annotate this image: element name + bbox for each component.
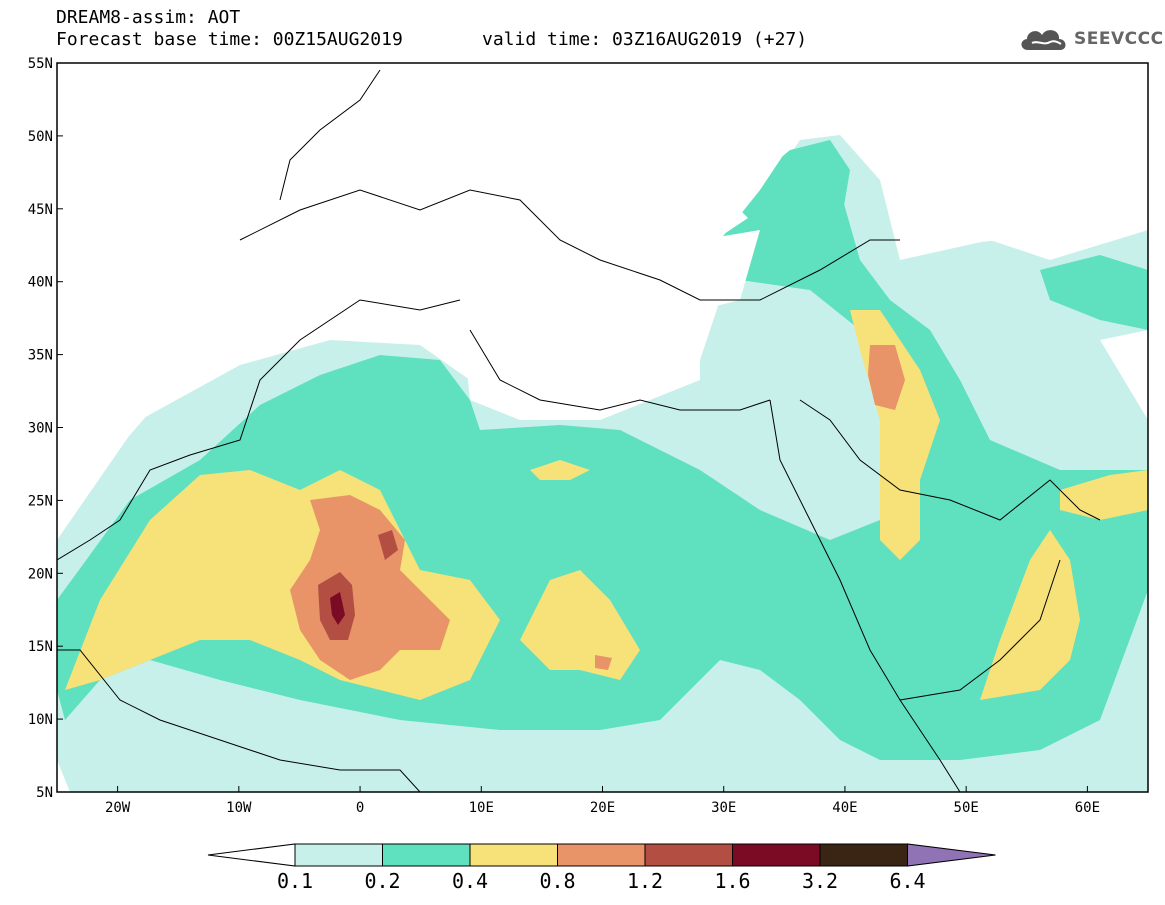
lon-tick-label: 20E	[590, 800, 615, 816]
colorbar-label: 1.2	[627, 869, 663, 893]
colorbar-cell	[557, 843, 646, 867]
lat-tick-label: 30N	[28, 421, 53, 437]
aot-band-0.2-north	[730, 140, 850, 240]
coastlines	[57, 69, 1101, 792]
colorbar-cell	[294, 843, 383, 867]
colorbar-cell	[382, 843, 471, 867]
colorbar-cells	[207, 843, 996, 867]
forecast-base-time: Forecast base time: 00Z15AUG2019	[56, 29, 403, 50]
lon-tick-label: 60E	[1075, 800, 1100, 816]
aot-band-1.6	[330, 592, 345, 625]
lon-tick-label: 30E	[711, 800, 736, 816]
aot-clear-2	[57, 63, 1148, 530]
colorbar-label: 0.4	[452, 869, 488, 893]
colorbar-label: 0.2	[364, 869, 400, 893]
lat-tick-label: 15N	[28, 639, 53, 655]
seevccc-logo: SEEVCCC	[1018, 24, 1164, 54]
colorbar-label: 0.8	[539, 869, 575, 893]
colorbar-cell	[469, 843, 558, 867]
colorbar-cell	[644, 843, 733, 867]
aot-band-1.2-b	[378, 530, 398, 560]
lat-tick-label: 10N	[28, 712, 53, 728]
colorbar-left-arrow	[207, 843, 296, 867]
lat-tick-label: 50N	[28, 129, 53, 145]
valid-time: valid time: 03Z16AUG2019 (+27)	[482, 29, 808, 50]
lat-tick-label: 5N	[36, 785, 53, 801]
lon-tick-label: 10E	[469, 800, 494, 816]
aot-band-0.4-east	[520, 570, 640, 680]
aot-band-0.8-iraq	[868, 345, 905, 410]
lat-tick-label: 55N	[28, 56, 53, 72]
lon-axis: 20W 10W 0 10E 20E 30E 40E 50E 60E	[105, 786, 1100, 816]
lat-tick-label: 25N	[28, 493, 53, 509]
aot-band-0.2-caspian	[1040, 255, 1148, 330]
aot-field	[57, 63, 1148, 792]
lat-tick-label: 45N	[28, 202, 53, 218]
map-title: DREAM8-assim: AOT	[56, 7, 241, 28]
lon-tick-label: 10W	[226, 800, 252, 816]
lat-tick-label: 20N	[28, 566, 53, 582]
colorbar-cell	[732, 843, 821, 867]
lat-axis: 5N 10N 15N 20N 25N 30N 35N 40N 45N 50N 55N	[28, 56, 63, 801]
lon-tick-label: 40E	[832, 800, 857, 816]
colorbar-label: 6.4	[889, 869, 925, 893]
lat-tick-label: 35N	[28, 348, 53, 364]
aot-band-0.4-arabia	[980, 530, 1080, 700]
aot-band-0.8-sm	[595, 655, 612, 670]
aot-clear-1	[460, 230, 760, 420]
colorbar-label: 1.6	[714, 869, 750, 893]
colorbar-right-arrow	[907, 843, 996, 867]
lat-tick-label: 40N	[28, 275, 53, 291]
lon-tick-label: 20W	[105, 800, 131, 816]
colorbar-labels: 0.1 0.2 0.4 0.8 1.2 1.6 3.2 6.4	[277, 869, 926, 893]
lon-tick-label: 50E	[954, 800, 979, 816]
colorbar-label: 3.2	[802, 869, 838, 893]
lon-tick-label: 0	[356, 800, 364, 816]
colorbar-cell	[819, 843, 908, 867]
logo-text: SEEVCCC	[1074, 29, 1164, 49]
aot-band-0.4-gulf	[1060, 470, 1148, 520]
cloud-icon	[1021, 30, 1066, 50]
colorbar-label: 0.1	[277, 869, 313, 893]
aot-band-0.4-nile	[530, 460, 590, 480]
